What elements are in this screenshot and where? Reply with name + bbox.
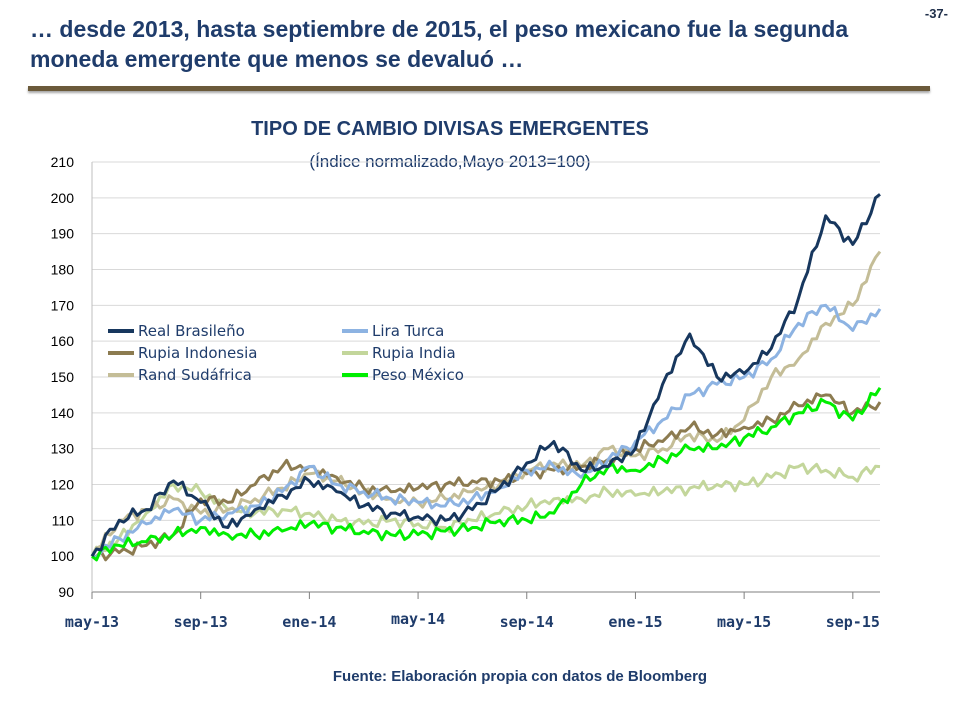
series-line (91, 303, 882, 559)
y-tick-label: 120 (51, 477, 75, 493)
series-line (90, 250, 882, 557)
page-number: -37- (924, 6, 948, 21)
legend-label: Rand Sudáfrica (138, 366, 252, 384)
chart-title: TIPO DE CAMBIO DIVISAS EMERGENTES (251, 118, 649, 140)
x-tick-label: may-15 (717, 613, 771, 631)
y-tick-label: 100 (51, 548, 75, 564)
y-tick-label: 90 (58, 584, 74, 600)
source-note: Fuente: Elaboración propia con datos de … (332, 668, 708, 685)
slide-title: … desde 2013, hasta septiembre de 2015, … (30, 16, 849, 72)
title-divider (28, 86, 930, 91)
y-tick-label: 170 (51, 297, 75, 313)
y-tick-label: 210 (51, 154, 75, 170)
series-line (91, 386, 882, 562)
legend-label: Peso México (372, 366, 464, 384)
chart-legend: Real Brasileño Lira Turca Rupia Indonesia R… (108, 322, 464, 384)
series-line (91, 392, 882, 562)
x-axis: may-13 sep-13 ene-14 may-14 sep-14 ene-15 may-… (65, 162, 880, 631)
y-tick-label: 130 (51, 441, 75, 457)
series-line (90, 193, 881, 557)
x-tick-label: sep-13 (174, 613, 228, 631)
y-axis-ticks: 90 100 110 120 130 140 150 160 170 180 190 200 210 (51, 154, 75, 600)
x-tick-label: may-14 (391, 610, 445, 628)
y-tick-label: 150 (51, 369, 75, 385)
legend-label: Real Brasileño (138, 322, 245, 340)
legend-label: Rupia India (372, 344, 456, 362)
y-tick-label: 140 (51, 405, 75, 421)
x-tick-label: sep-15 (826, 613, 880, 631)
legend-label: Rupia Indonesia (138, 344, 257, 362)
y-tick-label: 160 (51, 333, 75, 349)
x-tick-label: sep-14 (500, 613, 554, 631)
x-tick-label: ene-14 (282, 613, 336, 631)
y-tick-label: 110 (52, 512, 75, 528)
y-tick-label: 180 (51, 262, 75, 278)
chart-series (90, 193, 882, 562)
y-tick-label: 190 (51, 226, 75, 242)
legend-label: Lira Turca (372, 322, 444, 340)
x-tick-label: may-13 (65, 613, 119, 631)
y-tick-label: 200 (51, 190, 75, 206)
x-tick-label: ene-15 (608, 613, 662, 631)
